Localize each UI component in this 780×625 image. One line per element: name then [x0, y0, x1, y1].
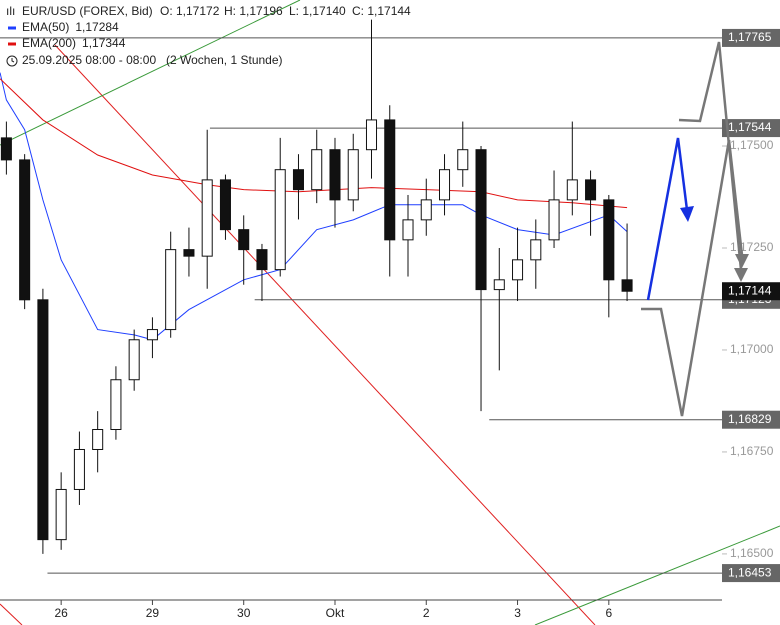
candle-body	[92, 429, 104, 450]
candle-body	[621, 279, 633, 292]
legend: ılı EUR/USD (FOREX, Bid) O: 1,17172 H: 1…	[6, 4, 411, 67]
candle-body	[201, 179, 213, 257]
level-box	[722, 410, 780, 429]
legend-label: EMA(200)	[22, 36, 76, 50]
last-price-label: 1,17144	[728, 283, 772, 297]
ema-line	[0, 78, 628, 209]
clock-icon	[6, 55, 18, 67]
icon: ılı	[6, 4, 15, 18]
x-tick-label: 30	[237, 606, 251, 620]
ohlc: C: 1,17144	[352, 4, 411, 18]
ohlc: H: 1,17196	[224, 4, 283, 18]
candle-body	[165, 249, 177, 331]
candle-body	[402, 219, 414, 241]
y-tick-label: 1,17000	[730, 342, 774, 356]
candle-body	[420, 199, 432, 221]
candle-body	[19, 159, 31, 301]
legend-value: 1,17344	[82, 36, 126, 50]
candle-body	[146, 329, 158, 341]
trendline	[0, 603, 23, 625]
projection-path	[727, 139, 744, 256]
level-label: 1,16453	[728, 565, 772, 579]
trendline	[54, 44, 596, 625]
trendline	[534, 525, 780, 625]
arrowhead	[680, 206, 694, 222]
y-tick-label: 1,16500	[730, 546, 774, 560]
candle-body	[347, 149, 359, 201]
projection-path	[641, 139, 731, 417]
ohlc: L: 1,17140	[289, 4, 346, 18]
candle-body	[238, 229, 250, 251]
candle-body	[219, 179, 231, 231]
candle-body	[256, 249, 268, 271]
level-label: 1,16829	[728, 412, 772, 426]
candle-body	[292, 169, 304, 191]
candle-body	[183, 249, 195, 257]
clock-icon	[11, 58, 15, 63]
candle-body	[37, 299, 49, 541]
chart-title: EUR/USD (FOREX, Bid)	[22, 4, 153, 18]
candle-body	[365, 119, 378, 151]
projection-path	[646, 137, 689, 301]
level-label: 1,17765	[728, 30, 772, 44]
level-label: 1,17544	[728, 120, 772, 134]
x-tick-label: 29	[146, 606, 160, 620]
candle-body	[73, 448, 85, 490]
candle-body	[493, 279, 505, 291]
arrowhead	[734, 268, 748, 282]
candle-body	[311, 149, 323, 191]
ohlc: O: 1,17172	[160, 4, 220, 18]
x-tick-label: 26	[54, 606, 68, 620]
candle-body	[566, 179, 578, 201]
y-tick-label: 1,16750	[730, 444, 774, 458]
candle-body	[0, 137, 12, 161]
candle-body	[548, 199, 560, 241]
arrowhead	[735, 254, 749, 268]
last-price-box	[722, 282, 780, 301]
candle-body	[457, 149, 469, 171]
y-tick-label: 1,17500	[730, 138, 774, 152]
level-box	[722, 119, 780, 138]
trendline	[0, 0, 301, 146]
candle-body	[530, 239, 542, 261]
candle-body	[274, 169, 286, 271]
period: (2 Wochen, 1 Stunde)	[166, 53, 283, 67]
x-tick-label: Okt	[326, 606, 345, 620]
y-tick-label: 1,17250	[730, 240, 774, 254]
candle-body	[438, 169, 451, 201]
plot: 26 29 30 Okt 2 3 6 1,16500 1,16750 1,17000 1,17250…	[0, 19, 780, 620]
candle-body	[603, 199, 615, 281]
legend-label: EMA(50)	[22, 20, 69, 34]
projections	[641, 41, 749, 417]
candle-body	[475, 149, 487, 291]
level-box	[722, 28, 780, 47]
x-tick-label: 6	[605, 606, 612, 620]
candle-body	[329, 149, 341, 201]
level-box	[722, 564, 780, 583]
subtitle: 25.09.2025 08:00 - 08:00	[22, 53, 156, 67]
x-tick-label: 3	[514, 606, 521, 620]
candle-body	[110, 379, 122, 431]
candle-body	[128, 339, 140, 381]
x-tick-label: 2	[423, 606, 430, 620]
legend-value: 1,17284	[75, 20, 119, 34]
candle-body	[512, 259, 524, 281]
candle-body	[55, 488, 67, 541]
candle-body	[585, 179, 597, 201]
candle-body	[384, 119, 396, 241]
